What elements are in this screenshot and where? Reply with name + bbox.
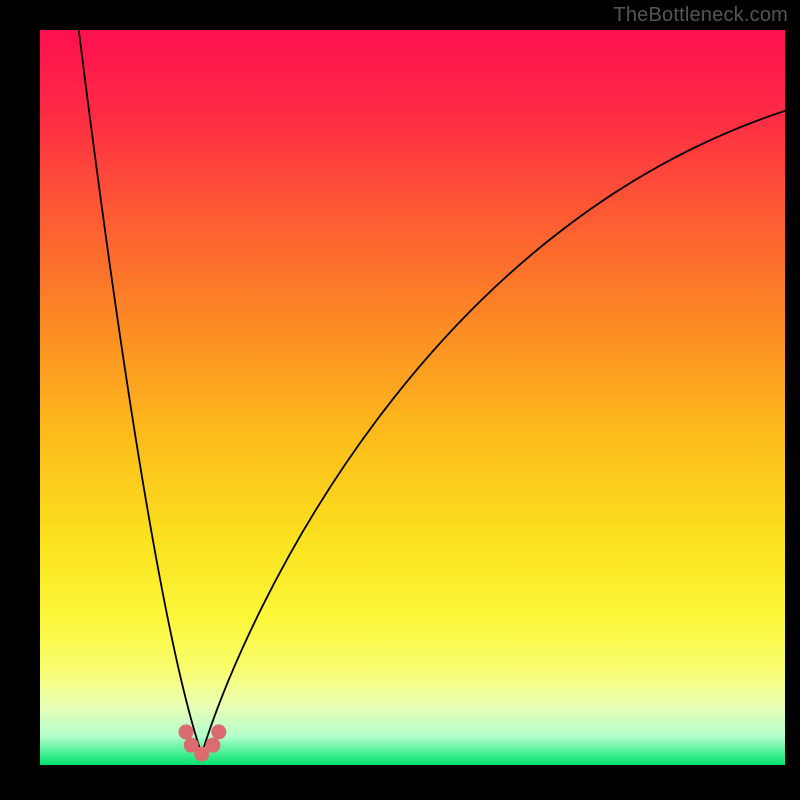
bottom-marker-dot: [211, 724, 226, 739]
bottom-marker-dot: [179, 724, 194, 739]
plot-background: [40, 30, 785, 765]
stage: TheBottleneck.com: [0, 0, 800, 800]
watermark-text: TheBottleneck.com: [613, 4, 788, 27]
bottom-marker-dot: [205, 738, 220, 753]
bottleneck-chart: [0, 0, 800, 800]
